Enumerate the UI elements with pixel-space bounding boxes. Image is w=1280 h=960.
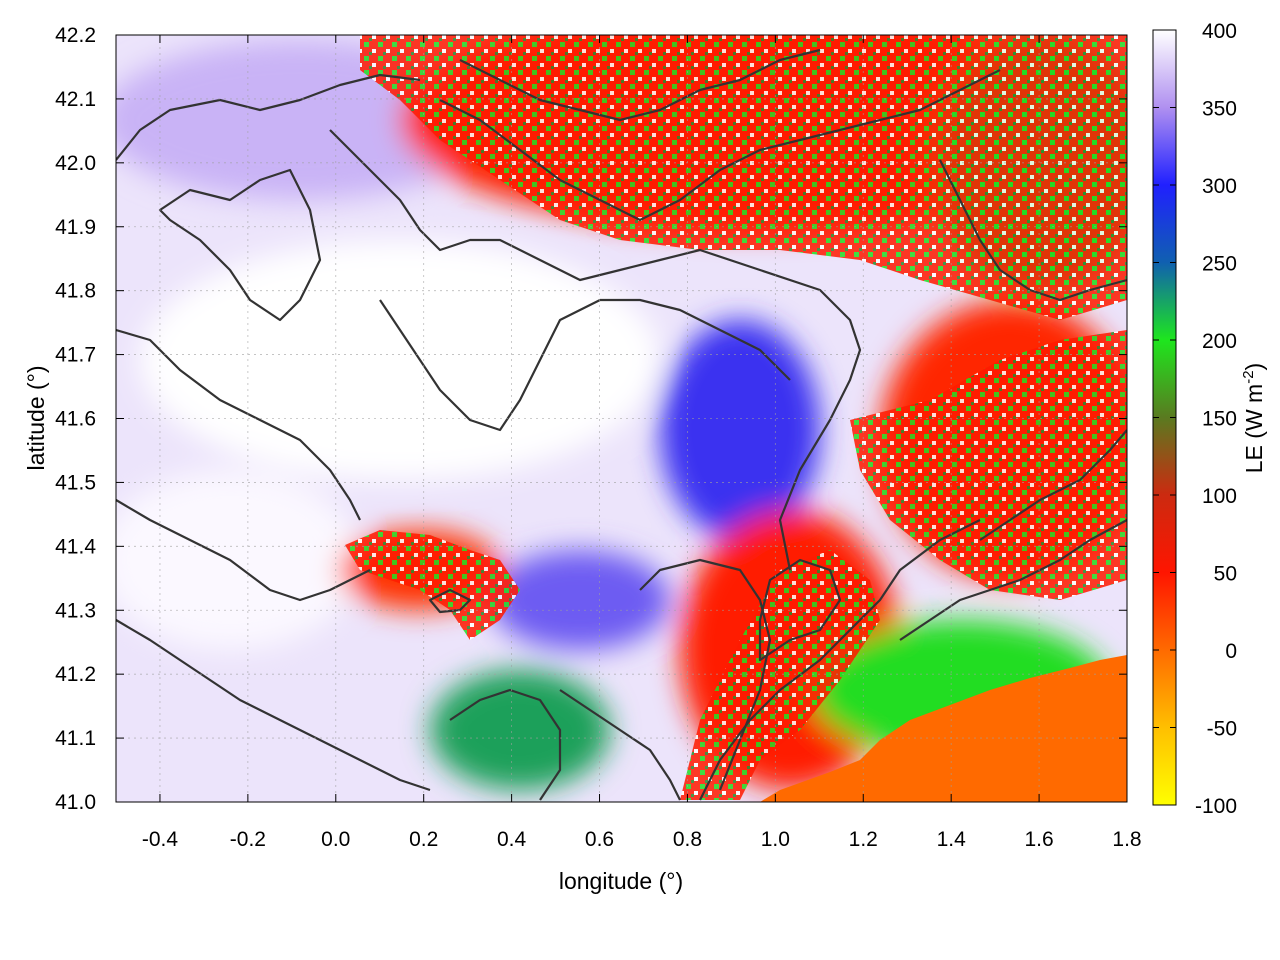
x-tick-label: 0.0 xyxy=(321,828,350,851)
y-tick-label: 41.6 xyxy=(55,408,96,431)
y-tick-label: 41.1 xyxy=(55,727,96,750)
plot-area xyxy=(116,35,1127,802)
colorbar-tick-label: 50 xyxy=(1214,563,1237,586)
speckle-delta xyxy=(345,530,520,640)
contour-8 xyxy=(428,588,472,614)
x-tick-label: 1.4 xyxy=(937,828,967,851)
y-tick-label: 41.9 xyxy=(55,216,96,239)
contour-lines xyxy=(116,48,1127,801)
y-tick-label: 41.0 xyxy=(55,791,96,814)
contour-7 xyxy=(116,619,431,792)
x-axis-title: longitude (°) xyxy=(559,868,683,894)
x-tick-label: 0.6 xyxy=(585,828,614,851)
colorbar-title-close: ) xyxy=(1241,363,1267,371)
colorbar-tick-label: 150 xyxy=(1202,408,1237,431)
colorbar-title-superscript: -2 xyxy=(1240,370,1257,383)
x-tick-label: -0.4 xyxy=(142,828,179,851)
y-tick-label: 42.1 xyxy=(55,88,96,111)
colorbar-tick-label: 300 xyxy=(1202,175,1237,198)
contour-15 xyxy=(459,48,821,122)
colorbar-tick-label: 400 xyxy=(1202,20,1237,43)
colorbar-ticks: 400 350 300 250 200 150 100 50 0 -50 -100 xyxy=(1153,20,1237,818)
speckle-coast xyxy=(680,550,880,800)
x-tick-label: 1.2 xyxy=(849,828,878,851)
colorbar-title: LE (W m-2) xyxy=(1240,363,1267,473)
colorbar-title-main: LE (W m xyxy=(1241,384,1267,473)
heatmap-region-blue-south xyxy=(490,550,670,650)
y-axis-title: latitude (°) xyxy=(23,365,49,470)
contour-13 xyxy=(899,519,1127,641)
x-tick-label: 1.0 xyxy=(761,828,790,851)
y-tick-label: 41.2 xyxy=(55,663,96,686)
colorbar-tick-label: 350 xyxy=(1202,98,1237,121)
heatmap-speckle xyxy=(345,35,1127,800)
y-tick-label: 41.3 xyxy=(55,599,96,622)
y-tick-label: 41.5 xyxy=(55,471,96,494)
contour-16 xyxy=(939,159,1127,302)
x-tick-label: 0.4 xyxy=(497,828,527,851)
x-tick-label: 1.6 xyxy=(1024,828,1053,851)
contour-18 xyxy=(449,688,562,801)
contour-1 xyxy=(116,73,421,161)
heatmap-region-white-inland xyxy=(140,240,660,480)
contour-2 xyxy=(116,328,361,521)
heatmap-region-green-south xyxy=(430,670,610,790)
colorbar-tick-label: 250 xyxy=(1202,253,1237,276)
colorbar-tick-label: -100 xyxy=(1195,795,1237,818)
contour-4 xyxy=(329,129,862,571)
contour-10 xyxy=(699,519,981,801)
y-tick-label: 41.8 xyxy=(55,280,96,303)
colorbar-tick-label: 100 xyxy=(1202,485,1237,508)
x-tick-label: 1.8 xyxy=(1112,828,1141,851)
speckle-north xyxy=(360,35,1127,320)
y-tick-label: 41.4 xyxy=(55,535,96,558)
x-tick-label: -0.2 xyxy=(230,828,266,851)
speckle-east xyxy=(850,330,1127,600)
colorbar: 400 350 300 250 200 150 100 50 0 -50 -100 LE (W m-… xyxy=(1152,20,1267,818)
contour-11 xyxy=(758,558,842,662)
grid-lines xyxy=(116,35,1127,802)
contour-12 xyxy=(979,429,1127,541)
x-axis: -0.4 -0.2 0.0 0.2 0.4 0.6 0.8 1.0 1.2 1.4 1.6 1.8 xyxy=(142,35,1142,851)
heatmap-region-blue-valley xyxy=(660,320,820,540)
heatmap-region-white-west xyxy=(116,470,360,650)
x-tick-label: 0.8 xyxy=(673,828,702,851)
y-tick-label: 41.7 xyxy=(55,344,96,367)
x-tick-label: 0.2 xyxy=(409,828,438,851)
y-tick-label: 42.0 xyxy=(55,152,96,175)
colorbar-tick-label: -50 xyxy=(1207,718,1237,741)
sea-region xyxy=(760,655,1127,802)
y-axis: 41.0 41.1 41.2 41.3 41.4 41.5 41.6 41.7 41.8 41.9… xyxy=(55,24,1127,814)
contour-5 xyxy=(379,298,791,432)
contour-3 xyxy=(158,168,322,322)
colorbar-tick-label: 200 xyxy=(1202,330,1237,353)
colorbar-tick-label: 0 xyxy=(1225,640,1237,663)
y-tick-label: 42.2 xyxy=(55,24,96,47)
contour-6 xyxy=(116,499,371,602)
contour-14 xyxy=(439,69,1001,222)
contour-17 xyxy=(559,689,681,801)
